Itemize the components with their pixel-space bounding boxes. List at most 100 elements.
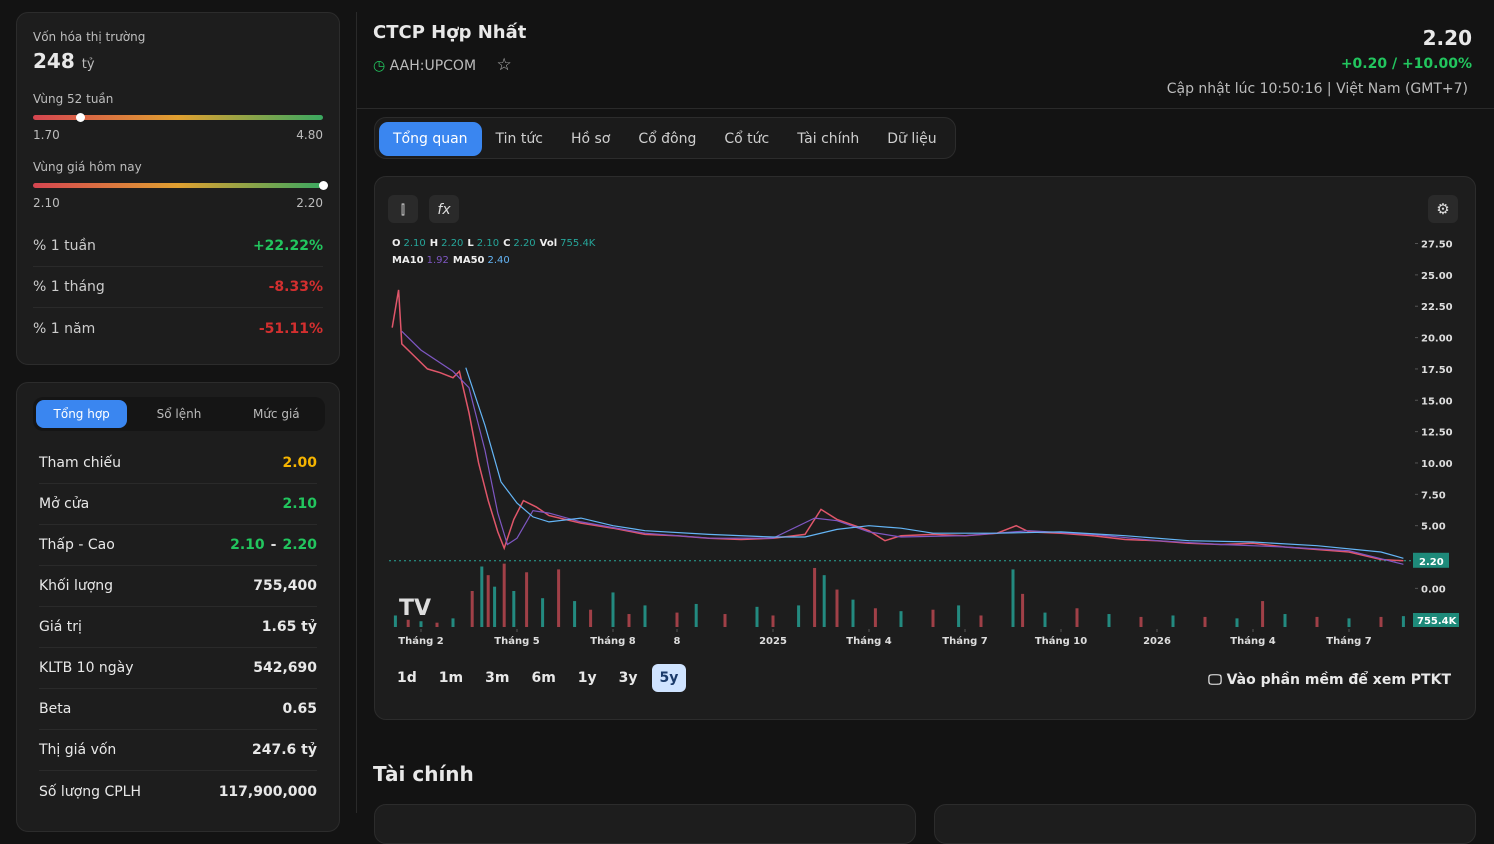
volume-bar — [589, 609, 593, 627]
range-button[interactable]: 3m — [485, 670, 510, 686]
indicator-button[interactable] — [429, 195, 459, 223]
fin-card — [374, 804, 916, 844]
summary-row: Giá trị 1.65 tỷ — [39, 607, 317, 648]
range-button[interactable]: 1d — [397, 670, 417, 686]
summary-row: Mở cửa 2.10 — [39, 484, 317, 525]
chart-card: ⫿ fx ⚙ TV 0.00 5.00 7.50 10.00 12.50 15.00 17.… — [374, 176, 1476, 720]
y-tick-label: 20.00 — [1421, 334, 1453, 345]
tab[interactable]: Tài chính — [797, 131, 860, 147]
range-button[interactable]: 3y — [618, 670, 638, 686]
range-button[interactable]: 1m — [438, 670, 464, 686]
volume-bar — [813, 567, 817, 627]
star[interactable]: ☆ — [496, 55, 512, 75]
sub-tab[interactable]: Sổ lệnh — [156, 407, 202, 421]
summary-row: Số lượng CPLH 117,900,000 — [39, 771, 317, 812]
x-tick-label: Tháng 8 — [590, 635, 635, 647]
summary-value: 1.65 tỷ — [262, 619, 317, 635]
volume-bar — [1107, 614, 1111, 627]
x-tick-label: Tháng 4 — [846, 635, 891, 647]
summary-row: KLTB 10 ngày 542,690 — [39, 648, 317, 689]
range-button[interactable]: 5y — [651, 664, 687, 692]
performance: % 1 tuần +22.22% % 1 tháng -8.33% % 1 năm -51… — [33, 226, 323, 349]
volume-bar — [1011, 569, 1015, 627]
range-button[interactable]: 1y — [577, 670, 597, 686]
summary-label: Khối lượng — [39, 578, 114, 594]
volume-bar — [957, 605, 961, 627]
ticker: AAH:UPCOM — [389, 58, 477, 74]
perf-row: % 1 tuần +22.22% — [33, 226, 323, 267]
x-tick-label: 2025 — [759, 636, 787, 647]
volume-bar — [755, 606, 759, 627]
summary-label: Tham chiếu — [39, 455, 122, 471]
volume-bar — [502, 563, 506, 627]
range-buttons: 1d 1m 3m 6m 1y 3y 5y — [389, 664, 687, 692]
tab[interactable]: Tin tức — [495, 131, 543, 147]
x-tick-label: Tháng 4 — [1230, 635, 1275, 647]
range-button[interactable]: 6m — [531, 670, 556, 686]
volume-bar — [1075, 608, 1079, 627]
summary-part: 2.00 — [282, 455, 317, 471]
summary-value: 755,400 — [253, 578, 317, 594]
summary-value: 2.00 — [282, 455, 317, 471]
summary-part: 2.10 — [230, 537, 265, 553]
settings-button[interactable] — [1428, 195, 1458, 223]
updated: Cập nhật lúc 10:50:16 | Việt Nam (GMT+7) — [1166, 81, 1468, 97]
volume-bar — [419, 621, 423, 627]
volume-bar — [835, 589, 839, 627]
volume-bar — [1235, 618, 1239, 627]
tab[interactable]: Tổng quan — [379, 122, 482, 156]
tab[interactable]: Hồ sơ — [570, 131, 611, 147]
sub-tab[interactable]: Mức giá — [252, 407, 300, 421]
summary-part: 1.65 tỷ — [261, 619, 317, 635]
unit: tỷ — [81, 57, 95, 72]
divider — [356, 12, 357, 813]
settings-icon: ⚙ — [1436, 200, 1449, 218]
summary-row: Tham chiếu 2.00 — [39, 443, 317, 484]
range-marker — [319, 181, 328, 190]
sub-tabs: Tổng hợp Sổ lệnh Mức giá — [33, 397, 325, 431]
summary-part: 2.20 — [282, 537, 317, 553]
volume-bar — [675, 612, 679, 627]
tab[interactable]: Cổ đông — [638, 131, 697, 147]
ptkt-link[interactable]: 🖵 Vào phần mềm để xem PTKT — [1208, 672, 1451, 688]
summary-label: Thấp - Cao — [39, 537, 115, 553]
volume-bar — [1021, 593, 1025, 627]
volume-bar — [393, 615, 397, 627]
page: Vốn hóa thị trường 248 tỷ Vùng 52 tuần 1.… — [16, 12, 1494, 844]
range-low: 2.10 — [33, 196, 60, 210]
perf-row: % 1 năm -51.11% — [33, 308, 323, 349]
summary-part: 247.6 tỷ — [252, 742, 317, 758]
summary-label: Beta — [39, 701, 72, 717]
ticker-row: ◷ AAH:UPCOM ☆ — [373, 55, 512, 75]
price: 2.20 — [1422, 26, 1472, 50]
volume-bar — [822, 575, 826, 627]
volume-bar — [1171, 615, 1175, 627]
volume-bar — [470, 591, 474, 627]
y-tick-label: 12.50 — [1421, 428, 1453, 439]
summary-row: Thị giá vốn 247.6 tỷ — [39, 730, 317, 771]
volume-bar — [435, 622, 439, 627]
sub-tab[interactable]: Tổng hợp — [36, 400, 128, 428]
legend-value: 2.10 — [404, 238, 426, 249]
x-tick-label: Tháng 2 — [398, 635, 443, 647]
tab[interactable]: Cổ tức — [724, 131, 770, 147]
volume-bar — [611, 592, 615, 627]
value: 248 — [33, 49, 75, 73]
legend-value: 2.40 — [487, 255, 509, 266]
summary-part: 2.10 — [282, 496, 317, 512]
summary-part: - — [270, 537, 277, 553]
volume-bar — [899, 611, 903, 627]
x-tick-label: Tháng 7 — [942, 635, 987, 647]
volume-bar — [486, 575, 490, 627]
tab[interactable]: Dữ liệu — [887, 131, 937, 147]
candle-button[interactable] — [388, 195, 418, 223]
range-bar — [33, 113, 323, 122]
divider — [357, 108, 1494, 109]
legend-value: 2.10 — [477, 238, 499, 249]
perf-label: % 1 tháng — [33, 279, 105, 295]
summary-value: 0.65 — [282, 701, 317, 717]
volume-bar — [1379, 616, 1383, 627]
summary-value: 2.10-2.20 — [230, 537, 317, 553]
volume-bar — [451, 618, 455, 627]
summary-label: KLTB 10 ngày — [39, 660, 134, 676]
